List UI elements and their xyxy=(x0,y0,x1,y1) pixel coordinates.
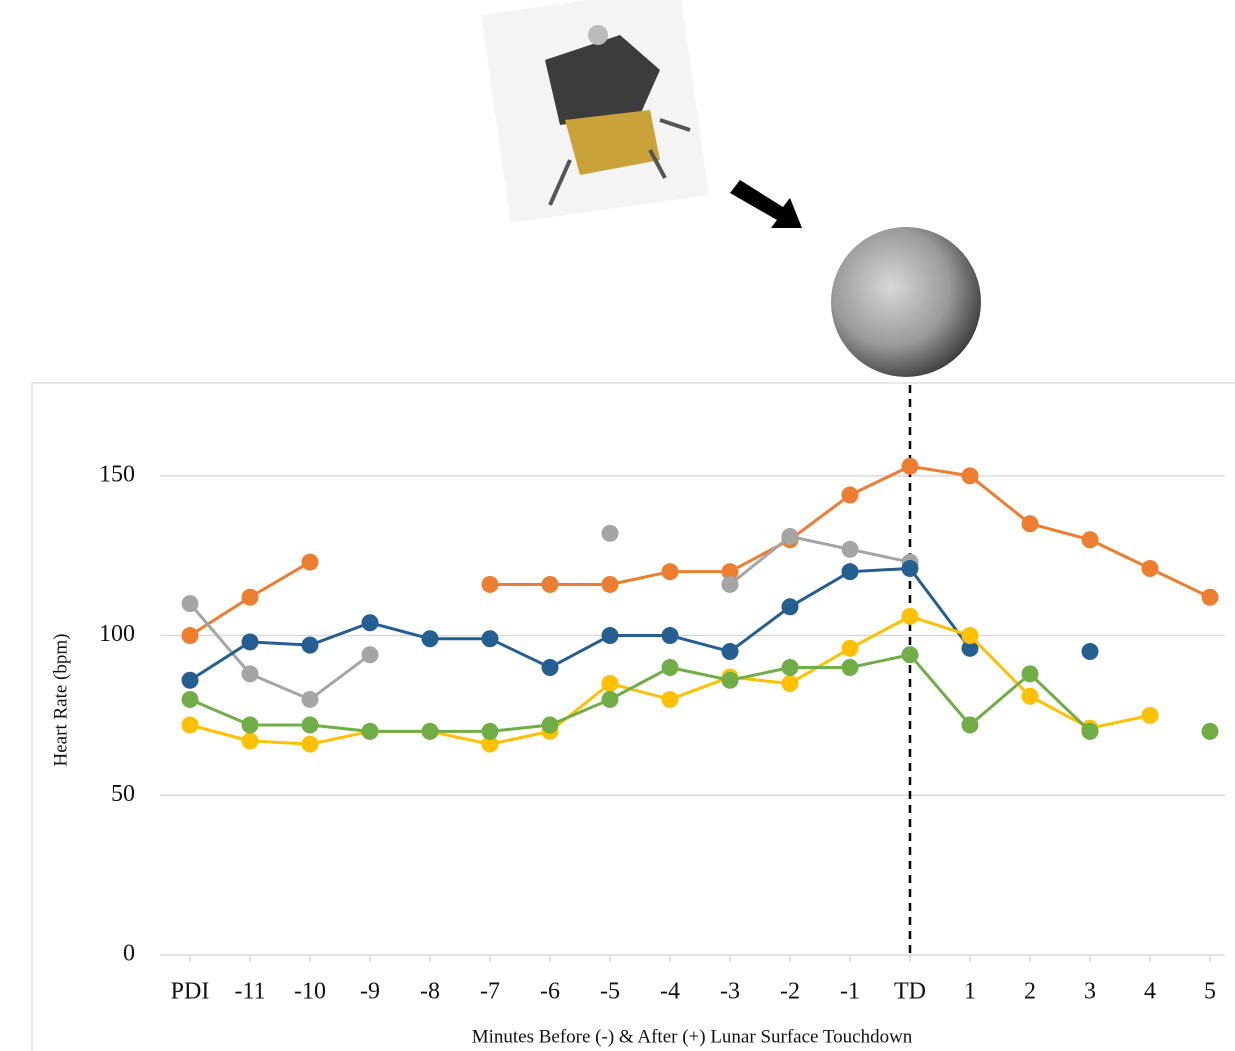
x-tick-label: TD xyxy=(894,979,926,1005)
data-point xyxy=(1142,707,1159,724)
data-point xyxy=(782,528,799,545)
data-point xyxy=(482,576,499,593)
data-point xyxy=(242,633,259,650)
data-point xyxy=(542,659,559,676)
data-point xyxy=(902,646,919,663)
lunar-module xyxy=(481,0,708,223)
x-tick-label: -4 xyxy=(660,979,680,1005)
data-point xyxy=(302,736,319,753)
x-tick-label: -6 xyxy=(540,979,560,1005)
data-point xyxy=(602,525,619,542)
series-line xyxy=(190,655,1210,732)
data-point xyxy=(482,630,499,647)
data-point xyxy=(182,717,199,734)
data-point xyxy=(602,675,619,692)
x-tick-label: -9 xyxy=(360,979,380,1005)
data-point xyxy=(722,576,739,593)
data-point xyxy=(302,691,319,708)
data-point xyxy=(542,717,559,734)
data-point xyxy=(602,627,619,644)
x-tick-label: 5 xyxy=(1204,979,1216,1005)
data-point xyxy=(242,665,259,682)
data-point xyxy=(1082,723,1099,740)
x-tick-label: 4 xyxy=(1144,979,1156,1005)
data-point xyxy=(182,691,199,708)
x-tick-label: -2 xyxy=(780,979,800,1005)
data-point xyxy=(1022,665,1039,682)
data-point xyxy=(842,563,859,580)
x-tick-label: 1 xyxy=(964,979,976,1005)
series-line xyxy=(190,568,1090,680)
data-point xyxy=(962,467,979,484)
data-point xyxy=(842,659,859,676)
data-point xyxy=(902,560,919,577)
data-point xyxy=(1022,515,1039,532)
data-point xyxy=(1022,688,1039,705)
data-point xyxy=(722,672,739,689)
arrow xyxy=(730,180,802,228)
x-tick-label: 2 xyxy=(1024,979,1036,1005)
data-point xyxy=(362,723,379,740)
data-point xyxy=(722,643,739,660)
data-point xyxy=(302,637,319,654)
data-point xyxy=(782,659,799,676)
y-tick-label: 150 xyxy=(99,461,135,487)
data-point xyxy=(362,646,379,663)
data-point xyxy=(302,717,319,734)
y-axis-title: Heart Rate (bpm) xyxy=(50,634,71,767)
data-point xyxy=(662,691,679,708)
x-tick-label: 3 xyxy=(1084,979,1096,1005)
data-point xyxy=(662,563,679,580)
data-point xyxy=(842,541,859,558)
data-point xyxy=(1202,589,1219,606)
data-point xyxy=(422,723,439,740)
data-point xyxy=(1202,723,1219,740)
data-point xyxy=(302,554,319,571)
x-tick-label: -1 xyxy=(840,979,860,1005)
data-point xyxy=(962,627,979,644)
data-point xyxy=(602,576,619,593)
data-point xyxy=(242,717,259,734)
moon xyxy=(831,227,981,377)
data-point xyxy=(422,630,439,647)
data-point xyxy=(242,732,259,749)
data-point xyxy=(662,659,679,676)
data-point xyxy=(782,598,799,615)
data-point xyxy=(602,691,619,708)
y-tick-label: 0 xyxy=(123,941,135,967)
data-point xyxy=(182,627,199,644)
data-point xyxy=(662,627,679,644)
data-point xyxy=(962,717,979,734)
y-tick-label: 50 xyxy=(111,781,135,807)
chart: 0 50 100 150 PDI -11 -10 -9 -8 -7 -6 -5 -4 -3 -2 -1 TD 1 2… xyxy=(0,0,1235,1051)
x-tick-label: -7 xyxy=(480,979,500,1005)
data-point xyxy=(362,614,379,631)
x-axis-title: Minutes Before (-) & After (+) Lunar Sur… xyxy=(472,1026,913,1047)
y-tick-label: 100 xyxy=(99,621,135,647)
data-point xyxy=(182,672,199,689)
data-point xyxy=(782,675,799,692)
x-tick-label: -3 xyxy=(720,979,740,1005)
data-point xyxy=(842,487,859,504)
data-point xyxy=(1082,643,1099,660)
data-point xyxy=(1082,531,1099,548)
data-point xyxy=(182,595,199,612)
data-point xyxy=(842,640,859,657)
x-tick-label: -11 xyxy=(234,979,265,1005)
x-tick-label: -8 xyxy=(420,979,440,1005)
data-point xyxy=(1142,560,1159,577)
data-point xyxy=(902,458,919,475)
x-tick-label: -5 xyxy=(600,979,620,1005)
data-point xyxy=(902,608,919,625)
plot-frame xyxy=(32,383,1235,1051)
data-point xyxy=(542,576,559,593)
x-tick-label: -10 xyxy=(294,979,326,1005)
data-point xyxy=(242,589,259,606)
series-line xyxy=(190,466,1210,635)
x-tick-label: PDI xyxy=(171,979,210,1005)
data-point xyxy=(482,723,499,740)
